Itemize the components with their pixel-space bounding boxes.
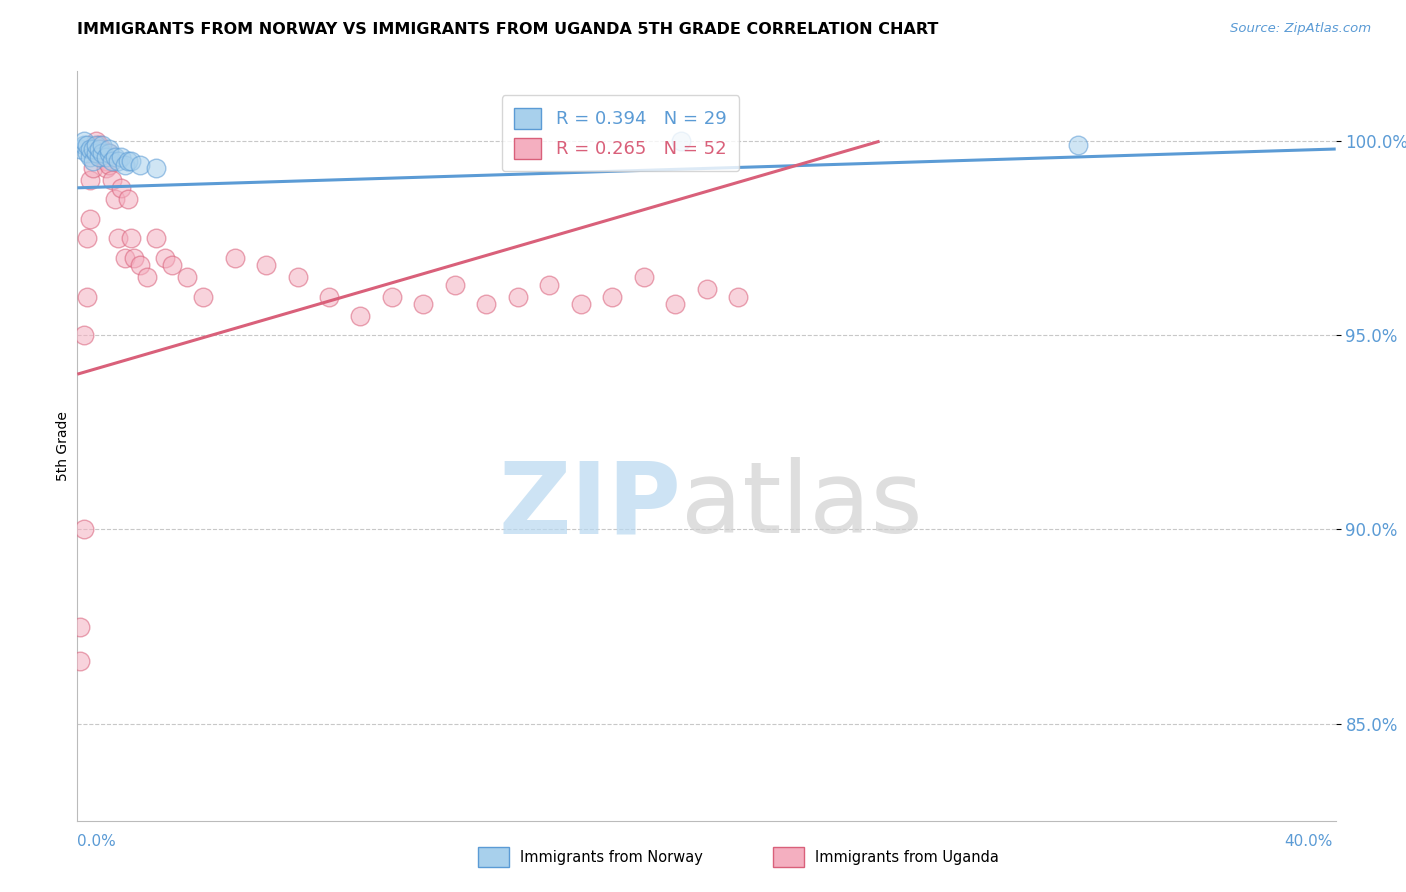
Point: [79, 150, 101, 164]
Text: atlas: atlas: [682, 458, 922, 555]
Point: [82, 142, 104, 156]
Point: [114, 251, 136, 265]
Point: [318, 289, 340, 303]
Text: 0.0%: 0.0%: [77, 834, 117, 849]
Point: [412, 297, 434, 311]
Point: [69, 655, 91, 669]
Point: [538, 277, 561, 292]
Point: [145, 231, 167, 245]
Point: [94, 153, 117, 168]
Point: [79, 211, 101, 226]
Point: [76, 145, 98, 160]
Point: [381, 289, 404, 303]
Point: [254, 259, 277, 273]
Point: [89, 138, 111, 153]
Point: [89, 145, 111, 160]
Point: [191, 289, 215, 303]
Text: Immigrants from Norway: Immigrants from Norway: [520, 850, 703, 864]
Point: [104, 150, 127, 164]
Legend: R = 0.394   N = 29, R = 0.265   N = 52: R = 0.394 N = 29, R = 0.265 N = 52: [502, 95, 740, 171]
Point: [94, 161, 117, 176]
Point: [569, 297, 592, 311]
Point: [110, 150, 132, 164]
Point: [69, 619, 91, 633]
Y-axis label: 5th Grade: 5th Grade: [56, 411, 70, 481]
Text: Source: ZipAtlas.com: Source: ZipAtlas.com: [1230, 22, 1371, 36]
Point: [107, 153, 129, 168]
Point: [82, 153, 104, 168]
Point: [76, 231, 98, 245]
Point: [129, 157, 152, 171]
Point: [475, 297, 498, 311]
Point: [89, 150, 111, 164]
Point: [72, 138, 94, 153]
Point: [101, 153, 124, 168]
Point: [114, 157, 136, 171]
Text: Immigrants from Uganda: Immigrants from Uganda: [815, 850, 1000, 864]
Point: [664, 297, 686, 311]
Point: [94, 150, 117, 164]
Point: [145, 161, 167, 176]
Point: [79, 142, 101, 156]
Point: [72, 523, 94, 537]
Point: [104, 193, 127, 207]
Text: IMMIGRANTS FROM NORWAY VS IMMIGRANTS FROM UGANDA 5TH GRADE CORRELATION CHART: IMMIGRANTS FROM NORWAY VS IMMIGRANTS FRO…: [77, 22, 939, 37]
Point: [135, 270, 157, 285]
Point: [91, 138, 114, 153]
Point: [84, 145, 107, 160]
Point: [727, 289, 749, 303]
Point: [76, 138, 98, 153]
Point: [79, 173, 101, 187]
Point: [91, 150, 114, 164]
Point: [349, 309, 371, 323]
Point: [671, 134, 693, 148]
Point: [120, 231, 142, 245]
Point: [129, 259, 152, 273]
Point: [91, 142, 114, 156]
Point: [82, 142, 104, 156]
Point: [91, 145, 114, 160]
Point: [72, 134, 94, 148]
Point: [82, 161, 104, 176]
Point: [107, 231, 129, 245]
Point: [84, 134, 107, 148]
Point: [155, 251, 177, 265]
Point: [97, 145, 120, 160]
Point: [69, 142, 91, 156]
Point: [110, 181, 132, 195]
Point: [97, 145, 120, 160]
Point: [160, 259, 183, 273]
Point: [101, 173, 124, 187]
Point: [224, 251, 246, 265]
Point: [1067, 138, 1090, 153]
Point: [84, 138, 107, 153]
Point: [120, 153, 142, 168]
Point: [72, 328, 94, 343]
Point: [696, 282, 718, 296]
Point: [117, 193, 139, 207]
Text: ZIP: ZIP: [499, 458, 682, 555]
Point: [117, 153, 139, 168]
Point: [97, 142, 120, 156]
Point: [287, 270, 309, 285]
Point: [84, 145, 107, 160]
Point: [506, 289, 529, 303]
Point: [176, 270, 198, 285]
Point: [89, 142, 111, 156]
Point: [600, 289, 623, 303]
Point: [76, 289, 98, 303]
Point: [444, 277, 467, 292]
Point: [97, 157, 120, 171]
Point: [633, 270, 655, 285]
Point: [122, 251, 145, 265]
Text: 40.0%: 40.0%: [1285, 834, 1333, 849]
